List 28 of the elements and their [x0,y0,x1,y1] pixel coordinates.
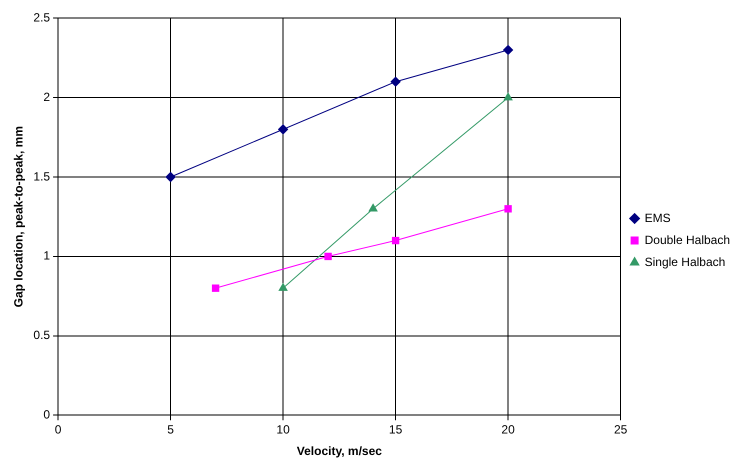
y-tick-label: 2.5 [33,10,50,25]
x-tick-label: 0 [54,422,62,437]
x-tick-label: 20 [501,422,516,437]
legend-label: Single Halbach [644,254,726,269]
x-tick-label: 25 [614,422,628,437]
y-tick-label: 1 [43,248,50,263]
y-tick-label: 0 [43,408,50,422]
x-axis-title: Velocity, m/sec [296,444,382,458]
point [278,124,288,134]
point [390,76,401,87]
y-tick-label: 2 [43,90,50,104]
x-tick-label: 15 [388,422,403,437]
point [278,283,288,291]
point [504,92,513,100]
point [324,252,332,260]
point [503,44,514,55]
point [392,236,400,244]
x-tick-label: 5 [167,422,174,437]
y-axis-title: Gap location, peak-to-peak, mm [12,126,26,308]
y-tick-label: 1.5 [33,169,50,184]
x-tick-label: 10 [276,422,290,437]
point [212,284,220,292]
y-tick-label: 0.5 [33,328,50,342]
legend-label: EMS [644,210,671,225]
point [166,172,176,182]
legend-label: Double Halbach [644,232,730,247]
point [368,204,378,212]
point [504,205,512,212]
